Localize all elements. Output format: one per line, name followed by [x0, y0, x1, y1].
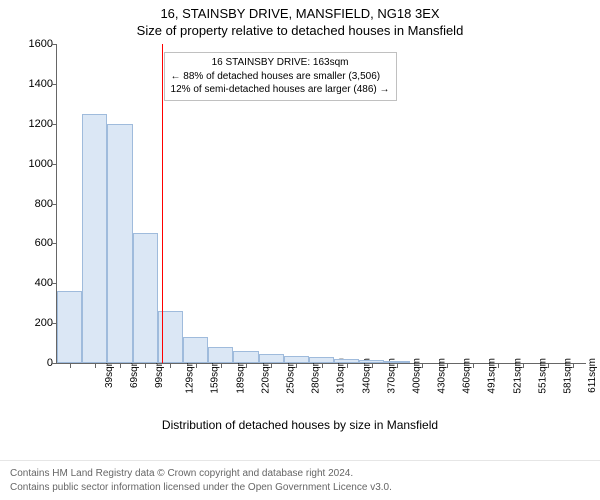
- y-tick-label: 1600: [17, 38, 53, 50]
- histogram-bar: [259, 354, 284, 363]
- x-tick-mark: [246, 363, 247, 368]
- y-tick-label: 1000: [17, 158, 53, 170]
- footer-line-2: Contains public sector information licen…: [10, 481, 590, 495]
- title-line-2: Size of property relative to detached ho…: [0, 23, 600, 38]
- x-tick-mark: [170, 363, 171, 368]
- y-tick-mark: [52, 44, 57, 45]
- y-tick-mark: [52, 84, 57, 85]
- x-tick-mark: [498, 363, 499, 368]
- histogram-bar: [233, 351, 258, 363]
- x-tick-mark: [95, 363, 96, 368]
- y-tick-mark: [52, 204, 57, 205]
- x-tick-mark: [473, 363, 474, 368]
- histogram-bar: [107, 124, 132, 363]
- x-tick-label: 611sqm: [587, 358, 598, 393]
- x-tick-label: 581sqm: [563, 358, 574, 394]
- x-tick-label: 159sqm: [210, 358, 221, 394]
- y-tick-label: 200: [17, 317, 53, 329]
- x-tick-label: 340sqm: [361, 358, 372, 394]
- y-tick-mark: [52, 124, 57, 125]
- property-marker-line: [162, 44, 163, 363]
- y-tick-mark: [52, 363, 57, 364]
- x-tick-label: 400sqm: [411, 358, 422, 394]
- x-tick-mark: [120, 363, 121, 368]
- attribution-footer: Contains HM Land Registry data © Crown c…: [0, 460, 600, 500]
- x-tick-label: 521sqm: [512, 358, 523, 394]
- histogram-bar: [82, 114, 107, 363]
- x-tick-mark: [523, 363, 524, 368]
- x-tick-label: 551sqm: [537, 358, 548, 394]
- x-tick-mark: [70, 363, 71, 368]
- histogram-bar: [208, 347, 233, 363]
- histogram-bar: [57, 291, 82, 363]
- x-tick-label: 370sqm: [386, 358, 397, 394]
- x-tick-label: 220sqm: [260, 358, 271, 394]
- annotation-line: 12% of semi-detached houses are larger (…: [171, 83, 390, 97]
- x-tick-label: 280sqm: [311, 358, 322, 394]
- y-tick-mark: [52, 164, 57, 165]
- x-tick-mark: [397, 363, 398, 368]
- chart-titles: 16, STAINSBY DRIVE, MANSFIELD, NG18 3EX …: [0, 0, 600, 38]
- histogram-bar: [183, 337, 208, 363]
- x-tick-label: 310sqm: [336, 358, 347, 394]
- title-line-1: 16, STAINSBY DRIVE, MANSFIELD, NG18 3EX: [0, 6, 600, 21]
- x-tick-mark: [296, 363, 297, 368]
- y-tick-label: 800: [17, 198, 53, 210]
- histogram-bar: [284, 356, 309, 363]
- x-tick-mark: [573, 363, 574, 368]
- x-tick-mark: [347, 363, 348, 368]
- chart-area: Number of detached properties 0200400600…: [0, 44, 600, 434]
- x-axis-label: Distribution of detached houses by size …: [0, 418, 600, 432]
- x-tick-mark: [447, 363, 448, 368]
- y-tick-label: 600: [17, 237, 53, 249]
- x-tick-mark: [221, 363, 222, 368]
- y-tick-label: 400: [17, 277, 53, 289]
- y-tick-label: 1400: [17, 78, 53, 90]
- y-tick-mark: [52, 243, 57, 244]
- x-tick-mark: [422, 363, 423, 368]
- annotation-line: 16 STAINSBY DRIVE: 163sqm: [171, 56, 390, 70]
- x-tick-mark: [548, 363, 549, 368]
- footer-line-1: Contains HM Land Registry data © Crown c…: [10, 467, 590, 481]
- x-tick-mark: [196, 363, 197, 368]
- y-tick-label: 0: [17, 357, 53, 369]
- x-tick-mark: [145, 363, 146, 368]
- y-tick-mark: [52, 283, 57, 284]
- x-tick-label: 250sqm: [286, 358, 297, 394]
- x-tick-label: 491sqm: [487, 358, 498, 394]
- annotation-box: 16 STAINSBY DRIVE: 163sqm← 88% of detach…: [164, 52, 397, 101]
- x-tick-mark: [372, 363, 373, 368]
- x-tick-label: 189sqm: [235, 358, 246, 394]
- x-tick-mark: [322, 363, 323, 368]
- histogram-bar: [133, 233, 158, 363]
- x-tick-label: 129sqm: [185, 358, 196, 394]
- x-tick-mark: [271, 363, 272, 368]
- annotation-line: ← 88% of detached houses are smaller (3,…: [171, 70, 390, 84]
- x-tick-label: 430sqm: [437, 358, 448, 394]
- x-tick-label: 460sqm: [462, 358, 473, 394]
- y-tick-label: 1200: [17, 118, 53, 130]
- plot-area: 0200400600800100012001400160039sqm69sqm9…: [56, 44, 586, 364]
